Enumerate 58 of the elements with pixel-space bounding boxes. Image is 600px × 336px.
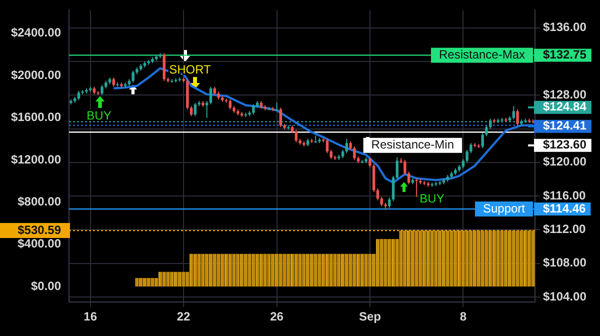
y-tick-label: $1200.00 bbox=[10, 152, 62, 166]
y-tick-label: $800.00 bbox=[18, 194, 62, 208]
candlestick bbox=[330, 149, 332, 160]
candlestick bbox=[470, 142, 472, 154]
candlestick bbox=[481, 132, 484, 149]
candlestick bbox=[194, 102, 197, 117]
ref-line-label: $123.60 bbox=[543, 138, 587, 152]
annotation: Resistance-Min bbox=[371, 138, 454, 152]
y-tick-label: $0.00 bbox=[30, 278, 62, 293]
y-tick-label: $400.00 bbox=[18, 236, 62, 251]
annotation: Support bbox=[482, 201, 526, 216]
candlestick bbox=[396, 156, 398, 180]
candlestick bbox=[112, 76, 116, 88]
y2-tick-label: $112.00 bbox=[543, 222, 586, 236]
candlestick bbox=[279, 107, 282, 128]
ref-line-label: $114.46 bbox=[543, 201, 586, 216]
candlestick bbox=[190, 106, 193, 117]
annotation: BUY bbox=[86, 108, 112, 122]
candlestick bbox=[516, 108, 519, 126]
candlestick bbox=[392, 175, 395, 202]
x-tick-label: 16 bbox=[84, 310, 98, 324]
candlestick bbox=[462, 158, 465, 169]
annotation: SHORT bbox=[169, 62, 212, 76]
candlestick bbox=[466, 149, 468, 163]
x-tick-label: 22 bbox=[176, 310, 191, 324]
ref-line-label: $132.75 bbox=[543, 48, 587, 62]
legend-label: $124.84 bbox=[543, 100, 587, 114]
annotation: BUY bbox=[420, 191, 444, 206]
candlestick bbox=[380, 196, 383, 207]
x-tick-label: Sep bbox=[358, 310, 381, 324]
candlestick bbox=[100, 84, 104, 96]
y-tick-label: $1600.00 bbox=[10, 110, 62, 124]
candlestick bbox=[345, 138, 348, 154]
candlestick bbox=[206, 100, 208, 118]
y2-tick-label: $128.00 bbox=[543, 87, 587, 102]
x-tick-label: 8 bbox=[460, 310, 467, 324]
candlestick bbox=[77, 90, 80, 101]
y2-tick-label: $104.00 bbox=[543, 289, 587, 304]
candlestick bbox=[353, 146, 356, 160]
annotation: Resistance-Max bbox=[438, 48, 526, 62]
candlestick bbox=[209, 86, 212, 105]
y2-tick-label: $136.00 bbox=[543, 20, 587, 34]
y2-tick-label: $120.00 bbox=[543, 154, 587, 169]
candlestick bbox=[252, 104, 255, 115]
candlestick bbox=[326, 138, 329, 154]
candlestick bbox=[376, 188, 380, 201]
y-tick-label: $2400.00 bbox=[10, 26, 62, 40]
y-tick-label: $2000.00 bbox=[10, 68, 62, 82]
y2-tick-label: $116.00 bbox=[543, 188, 586, 202]
candlestick bbox=[485, 124, 488, 137]
candlestick bbox=[404, 159, 406, 176]
x-tick-label: 26 bbox=[270, 310, 284, 324]
candlestick bbox=[368, 156, 372, 168]
candlestick bbox=[132, 70, 134, 84]
ref-line-label: $124.41 bbox=[543, 118, 587, 133]
y2-tick-label: $108.00 bbox=[543, 256, 587, 270]
candlestick bbox=[415, 178, 418, 198]
ref-line-label: $530.59 bbox=[18, 222, 62, 237]
